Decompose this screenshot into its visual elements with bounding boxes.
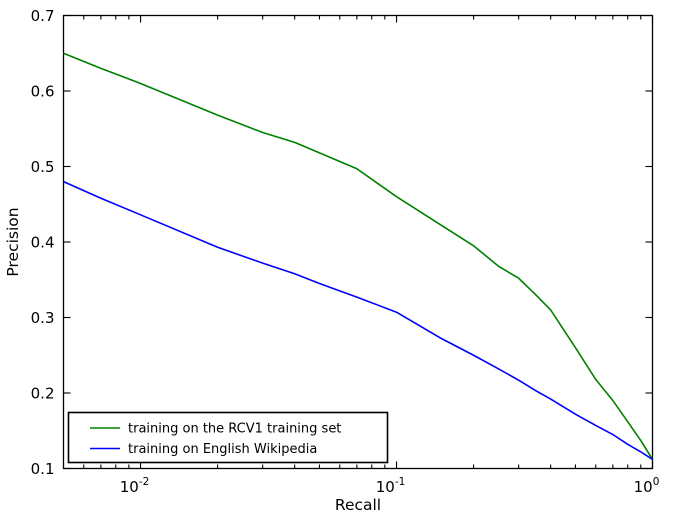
- legend-label-wikipedia: training on English Wikipedia: [128, 442, 317, 457]
- y-tick-label: 0.3: [31, 309, 55, 327]
- plot-border: [62, 14, 654, 470]
- y-tick-label: 0.5: [31, 158, 55, 176]
- y-tick-label: 0.1: [31, 460, 55, 478]
- y-tick-label: 0.4: [31, 234, 55, 252]
- series-line-0: [63, 52, 654, 460]
- ticks-layer: 10-2 10-1 100 0.1 0.2 0.3 0.4 0.5 0.6 0.7: [31, 7, 660, 496]
- legend-box: [67, 411, 389, 464]
- legend: training on the RCV1 training set traini…: [67, 411, 389, 464]
- y-tick-label: 0.6: [31, 83, 55, 101]
- x-axis-label: Recall: [335, 496, 381, 514]
- series-line-1: [63, 180, 653, 461]
- legend-label-rcv1: training on the RCV1 training set: [128, 422, 341, 437]
- series-layer: [63, 52, 654, 461]
- x-tick-label: 10-1: [376, 476, 406, 496]
- y-axis-label: Precision: [4, 207, 22, 276]
- y-tick-label: 0.2: [31, 385, 55, 403]
- x-tick-label: 10-2: [120, 476, 150, 496]
- x-tick-label: 100: [634, 476, 660, 496]
- y-tick-label: 0.7: [31, 7, 55, 25]
